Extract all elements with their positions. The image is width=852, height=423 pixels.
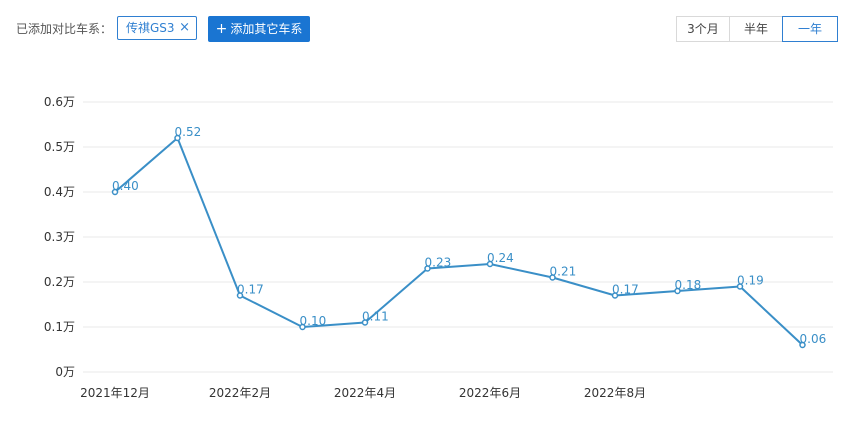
data-label: 0.19 xyxy=(737,274,764,288)
data-point xyxy=(236,292,244,299)
data-label: 0.23 xyxy=(425,256,452,270)
x-tick-label: 2022年4月 xyxy=(334,386,396,400)
y-tick-label: 0.2万 xyxy=(44,275,75,289)
data-point xyxy=(174,134,181,142)
data-label: 0.06 xyxy=(800,332,827,346)
data-point xyxy=(486,260,494,268)
add-series-label: 添加其它车系 xyxy=(230,22,303,36)
plus-icon: + xyxy=(215,21,228,37)
x-tick-label: 2021年12月 xyxy=(80,386,150,400)
compare-label: 已添加对比车系： xyxy=(16,22,113,36)
add-series-button[interactable]: + 添加其它车系 xyxy=(208,16,310,42)
toolbar: 已添加对比车系： 传祺GS3 × + 添加其它车系 3个月 半年 一年 xyxy=(0,0,852,60)
data-point xyxy=(674,287,681,295)
series-tag-label: 传祺GS3 xyxy=(126,21,175,35)
x-tick-label: 2022年8月 xyxy=(584,386,646,400)
y-tick-label: 0.6万 xyxy=(44,95,75,109)
close-icon[interactable]: × xyxy=(179,20,190,35)
data-label: 0.10 xyxy=(300,314,327,328)
data-point xyxy=(549,274,556,281)
data-point xyxy=(611,292,619,299)
x-tick-label: 2022年2月 xyxy=(209,386,271,400)
series-tag[interactable]: 传祺GS3 × xyxy=(117,16,197,40)
data-label: 0.24 xyxy=(487,251,514,265)
range-half-year-button[interactable]: 半年 xyxy=(729,16,783,42)
y-tick-label: 0.3万 xyxy=(44,230,75,244)
y-tick-label: 0.1万 xyxy=(44,320,75,334)
series-line xyxy=(114,137,804,346)
y-tick-label: 0万 xyxy=(55,365,75,379)
data-point xyxy=(799,341,806,349)
data-point xyxy=(424,265,431,272)
data-point xyxy=(111,188,119,196)
data-label: 0.17 xyxy=(612,283,639,297)
data-point xyxy=(361,319,369,326)
data-point xyxy=(736,283,744,290)
y-tick-label: 0.5万 xyxy=(44,140,75,154)
data-point xyxy=(299,323,306,331)
data-label: 0.18 xyxy=(675,278,702,292)
y-tick-label: 0.4万 xyxy=(44,185,75,199)
data-label: 0.11 xyxy=(362,310,389,324)
data-label: 0.40 xyxy=(112,179,139,193)
data-label: 0.17 xyxy=(237,283,264,297)
data-label: 0.21 xyxy=(550,265,577,279)
range-selector: 3个月 半年 一年 xyxy=(676,16,838,42)
data-label: 0.52 xyxy=(175,125,202,139)
range-one-year-button[interactable]: 一年 xyxy=(782,16,838,42)
x-tick-label: 2022年6月 xyxy=(459,386,521,400)
